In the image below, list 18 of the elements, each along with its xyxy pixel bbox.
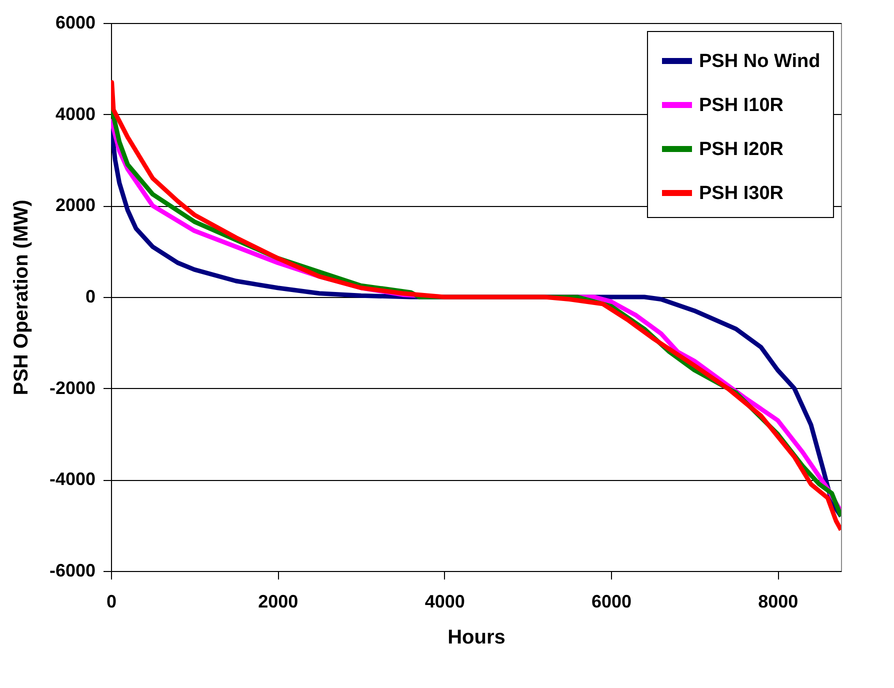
x-tick-label: 0 bbox=[106, 592, 117, 612]
legend-label: PSH I30R bbox=[699, 183, 784, 204]
y-tick-label: -4000 bbox=[49, 469, 96, 490]
y-tick-label: 4000 bbox=[55, 104, 96, 124]
y-tick-label: 0 bbox=[85, 286, 96, 306]
legend-label: PSH No Wind bbox=[699, 51, 820, 72]
legend-label: PSH I10R bbox=[699, 95, 784, 116]
y-tick-label: -6000 bbox=[49, 560, 96, 580]
x-tick-label: 8000 bbox=[758, 592, 798, 612]
x-tick-label: 4000 bbox=[424, 592, 465, 612]
legend-label: PSH I20R bbox=[699, 139, 784, 160]
y-tick-label: 2000 bbox=[55, 195, 96, 216]
y-axis-title: PSH Operation (MW) bbox=[10, 200, 32, 396]
x-axis-title: Hours bbox=[448, 626, 506, 648]
y-tick-label: 6000 bbox=[55, 12, 96, 32]
y-tick-label: -2000 bbox=[49, 378, 96, 398]
x-tick-label: 6000 bbox=[591, 592, 632, 612]
x-tick-label: 2000 bbox=[258, 592, 298, 612]
